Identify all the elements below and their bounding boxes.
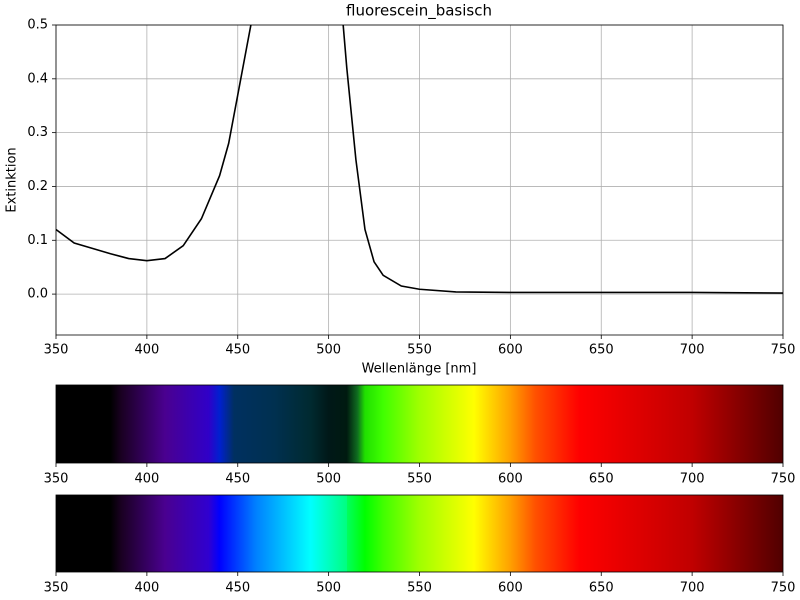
x-tick-label: 600 (498, 581, 523, 596)
x-tick-label: 350 (44, 581, 69, 596)
x-tick-label: 750 (771, 472, 796, 487)
y-axis-label: Extinktion (5, 147, 20, 212)
plot-frame (55, 24, 784, 336)
chart-title: fluorescein_basisch (346, 2, 492, 21)
x-tick-label: 600 (498, 343, 523, 358)
y-tick-label: 0.4 (27, 71, 48, 86)
x-tick-label: 650 (589, 581, 614, 596)
x-tick-label: 450 (225, 581, 250, 596)
x-tick-label: 650 (589, 472, 614, 487)
x-tick-label: 700 (680, 581, 705, 596)
x-tick-label: 650 (589, 343, 614, 358)
x-tick-label: 500 (316, 581, 341, 596)
x-tick-label: 700 (680, 343, 705, 358)
x-tick-label: 450 (225, 472, 250, 487)
x-tick-label: 400 (134, 472, 159, 487)
x-tick-label: 600 (498, 472, 523, 487)
y-tick-label: 0.1 (27, 233, 48, 248)
x-tick-label: 750 (771, 581, 796, 596)
y-tick-label: 0.0 (27, 287, 48, 302)
x-tick-label: 700 (680, 472, 705, 487)
x-tick-label: 350 (44, 343, 69, 358)
x-tick-label: 500 (316, 472, 341, 487)
x-tick-label: 400 (134, 343, 159, 358)
x-tick-label: 350 (44, 472, 69, 487)
x-tick-label: 550 (407, 472, 432, 487)
x-tick-label: 550 (407, 581, 432, 596)
x-tick-label: 550 (407, 343, 432, 358)
x-axis-label: Wellenlänge [nm] (362, 362, 477, 377)
spectrum-bar (55, 494, 784, 573)
x-tick-label: 750 (771, 343, 796, 358)
y-tick-label: 0.2 (27, 179, 48, 194)
y-tick-label: 0.5 (27, 18, 48, 33)
x-tick-label: 500 (316, 343, 341, 358)
y-tick-label: 0.3 (27, 125, 48, 140)
spectrum-bar (55, 384, 784, 464)
x-tick-label: 450 (225, 343, 250, 358)
x-tick-label: 400 (134, 581, 159, 596)
data-line (56, 25, 783, 294)
